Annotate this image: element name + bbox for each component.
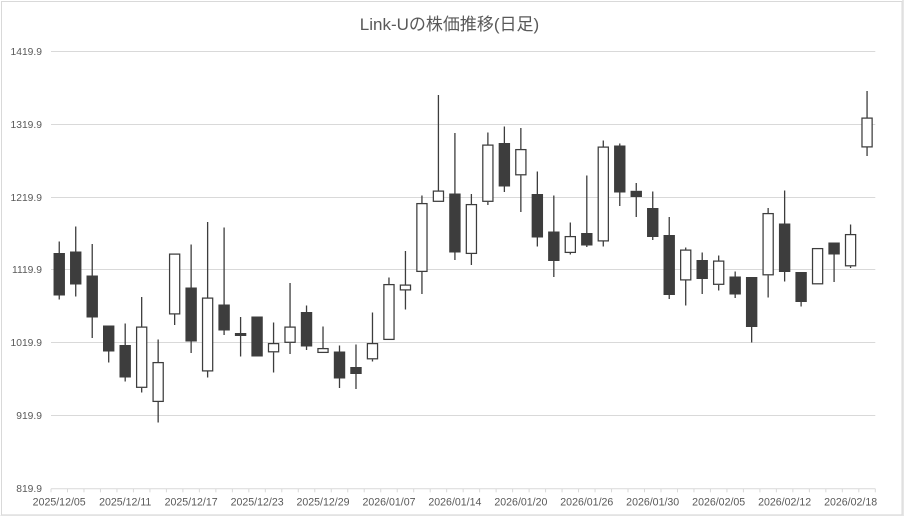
svg-text:2026/02/12: 2026/02/12	[758, 497, 811, 509]
svg-text:2025/12/11: 2025/12/11	[99, 497, 151, 509]
svg-text:1219.9: 1219.9	[11, 193, 43, 204]
svg-text:1019.9: 1019.9	[11, 338, 43, 349]
svg-text:2026/01/14: 2026/01/14	[428, 497, 481, 509]
svg-text:Link-Uの株価推移(日足): Link-Uの株価推移(日足)	[360, 15, 539, 34]
svg-text:2026/01/07: 2026/01/07	[362, 497, 415, 509]
svg-text:2025/12/17: 2025/12/17	[165, 497, 218, 509]
svg-text:2025/12/05: 2025/12/05	[33, 497, 86, 509]
svg-text:819.9: 819.9	[16, 484, 42, 495]
svg-text:2025/12/23: 2025/12/23	[231, 497, 284, 509]
svg-text:919.9: 919.9	[16, 411, 42, 422]
svg-text:2026/02/18: 2026/02/18	[824, 497, 877, 509]
svg-text:2025/12/29: 2025/12/29	[296, 497, 349, 509]
svg-text:2026/01/20: 2026/01/20	[494, 497, 547, 509]
svg-text:2026/01/26: 2026/01/26	[560, 497, 613, 509]
svg-text:2026/01/30: 2026/01/30	[626, 497, 679, 509]
svg-text:1119.9: 1119.9	[12, 265, 42, 276]
svg-text:1419.9: 1419.9	[11, 47, 43, 58]
svg-text:2026/02/05: 2026/02/05	[692, 497, 745, 509]
svg-text:1319.9: 1319.9	[11, 120, 43, 131]
